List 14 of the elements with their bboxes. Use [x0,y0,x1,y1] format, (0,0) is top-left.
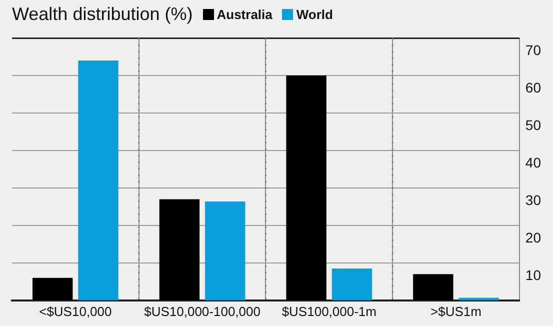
x-tick-label: $US100,000-1m [282,304,376,319]
y-tick-label: 40 [525,154,542,170]
y-tick-label: 20 [525,229,542,246]
y-tick-label: 60 [525,79,542,96]
x-tick-label: >$US1m [430,304,482,319]
y-tick-label: 10 [525,266,542,283]
y-tick-label: 50 [525,116,542,133]
y-tick-label: 30 [525,192,542,208]
x-tick-label: <$US10,000 [39,304,112,319]
legend-label: Australia [216,7,272,22]
chart-title: Wealth distribution (%) [12,4,193,25]
y-tick-label: 70 [525,42,542,58]
legend-label: World [296,7,333,22]
x-tick-label: $US10,000-100,000 [144,304,260,319]
